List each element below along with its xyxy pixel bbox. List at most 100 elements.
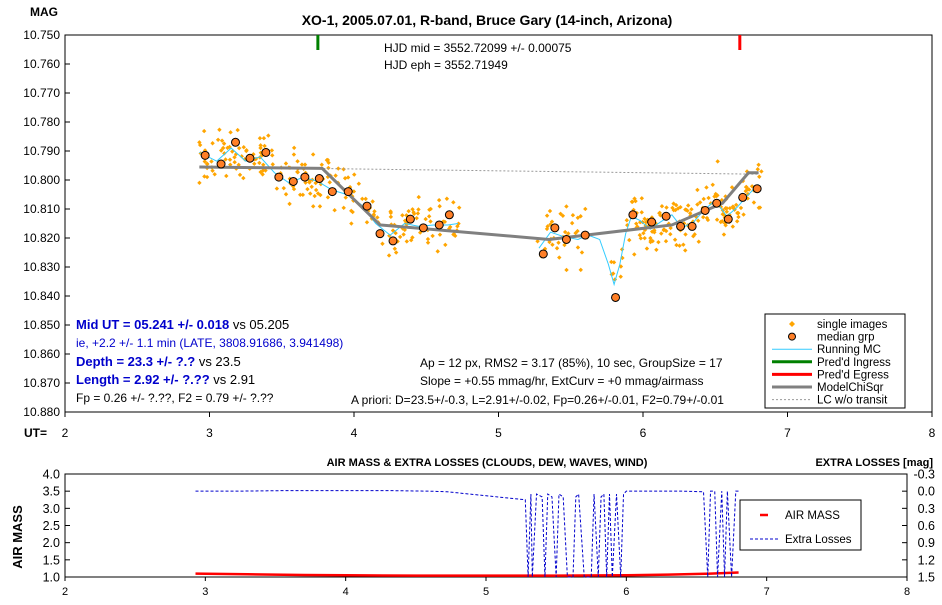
median-grp-point	[434, 220, 444, 230]
extra-losses-line	[195, 490, 739, 578]
single-image-point	[677, 243, 682, 248]
single-image-point	[692, 232, 697, 237]
single-image-point	[313, 187, 319, 193]
single-image-point	[201, 128, 207, 134]
single-image-point	[444, 196, 450, 201]
single-image-point	[415, 211, 421, 216]
single-image-point	[309, 184, 314, 189]
single-image-point	[705, 217, 711, 223]
single-image-point	[274, 186, 280, 191]
top-x-tick-label: 3	[206, 426, 213, 440]
single-image-point	[451, 200, 456, 205]
single-image-point	[627, 237, 632, 243]
single-image-point	[228, 130, 233, 135]
single-image-point	[202, 148, 208, 153]
single-image-point	[219, 148, 224, 153]
single-image-point	[266, 133, 271, 138]
single-image-point	[416, 194, 421, 200]
single-image-point	[236, 145, 242, 151]
single-image-point	[583, 206, 588, 212]
svg-text:Length = 2.92 +/- ?.?? vs 2.91: Length = 2.92 +/- ?.?? vs 2.91	[76, 372, 255, 387]
median-grp-point	[343, 187, 353, 197]
top-x-axis-label: UT=	[24, 426, 47, 440]
single-image-point	[751, 200, 757, 205]
single-image-point	[643, 220, 649, 225]
legend-label: ModelChiSqr	[817, 382, 884, 394]
single-image-point	[456, 221, 461, 226]
single-image-point	[712, 194, 717, 199]
legend-label: median grp	[817, 332, 875, 344]
median-grp-point	[752, 184, 762, 194]
single-image-point	[223, 157, 228, 162]
single-image-point	[341, 205, 346, 211]
median-grp-point	[628, 210, 638, 220]
single-image-point	[312, 193, 317, 199]
single-image-point	[550, 242, 555, 247]
top-y-tick-label: 10.750	[23, 28, 60, 42]
single-image-point	[652, 230, 657, 235]
hjd-mid-text: HJD mid = 3552.72099 +/- 0.00075	[384, 41, 572, 55]
single-image-point	[325, 157, 331, 163]
single-image-point	[333, 173, 338, 178]
single-image-point	[244, 148, 249, 153]
single-image-point	[681, 221, 687, 226]
single-image-point	[695, 187, 700, 193]
legend-label: Pred'd Ingress	[817, 357, 891, 369]
single-image-point	[197, 142, 203, 148]
single-image-point	[332, 208, 337, 213]
top-x-tick-label: 4	[351, 426, 358, 440]
median-grp-point	[288, 176, 298, 186]
single-image-point	[318, 192, 323, 198]
params-line-1: Ap = 12 px, RMS2 = 3.17 (85%), 10 sec, G…	[420, 356, 723, 370]
single-image-point	[210, 168, 215, 173]
single-image-point	[281, 185, 286, 191]
single-image-point	[650, 238, 655, 244]
single-image-point	[611, 271, 616, 276]
top-y-tick-label: 10.870	[23, 376, 60, 390]
single-image-point	[260, 168, 266, 173]
length-text: Length = 2.92 +/- ?.??	[76, 372, 210, 387]
bottom-y2-tick-label: 1.5	[918, 571, 935, 585]
single-image-point	[674, 242, 679, 248]
bottom-y2-tick-label: 1.2	[918, 553, 935, 567]
single-image-point	[690, 219, 696, 224]
median-grp-point	[738, 192, 748, 202]
single-image-point	[411, 211, 417, 217]
bottom-y2-tick-label: 0.6	[918, 519, 935, 533]
single-image-point	[566, 231, 571, 236]
median-grp-point	[231, 137, 241, 147]
single-image-point	[745, 196, 750, 201]
single-image-point	[430, 233, 435, 239]
single-image-point	[569, 220, 575, 226]
legend-label: single images	[817, 319, 888, 331]
median-grp-point	[687, 221, 697, 231]
single-image-point	[637, 232, 643, 238]
single-image-point	[257, 155, 263, 160]
single-image-point	[349, 208, 354, 214]
single-image-point	[738, 205, 744, 211]
single-image-point	[291, 145, 297, 151]
single-image-point	[397, 234, 403, 240]
median-grp-point	[245, 153, 255, 163]
single-image-point	[300, 192, 306, 198]
bottom-y-tick-label: 4.0	[43, 468, 60, 482]
bottom-x-tick-label: 4	[343, 586, 349, 598]
single-image-point	[708, 201, 714, 206]
single-image-point	[575, 245, 581, 250]
top-y-tick-label: 10.880	[23, 405, 60, 419]
single-image-point	[311, 204, 316, 209]
single-image-point	[437, 232, 443, 237]
single-image-point	[672, 237, 678, 242]
bottom-y-tick-label: 1.5	[43, 553, 60, 567]
single-image-point	[729, 185, 735, 190]
bottom-y2-tick-label: 0.3	[918, 502, 935, 516]
single-image-point	[287, 201, 292, 207]
median-grp-point	[314, 174, 324, 184]
single-image-point	[197, 180, 202, 186]
bottom-x-tick-label: 5	[483, 586, 489, 598]
single-image-point	[400, 213, 405, 218]
single-image-point	[644, 246, 650, 251]
bottom-y2-tick-label: 0.9	[918, 536, 935, 550]
single-image-point	[317, 204, 323, 209]
bottom-x-tick-label: 2	[62, 586, 68, 598]
